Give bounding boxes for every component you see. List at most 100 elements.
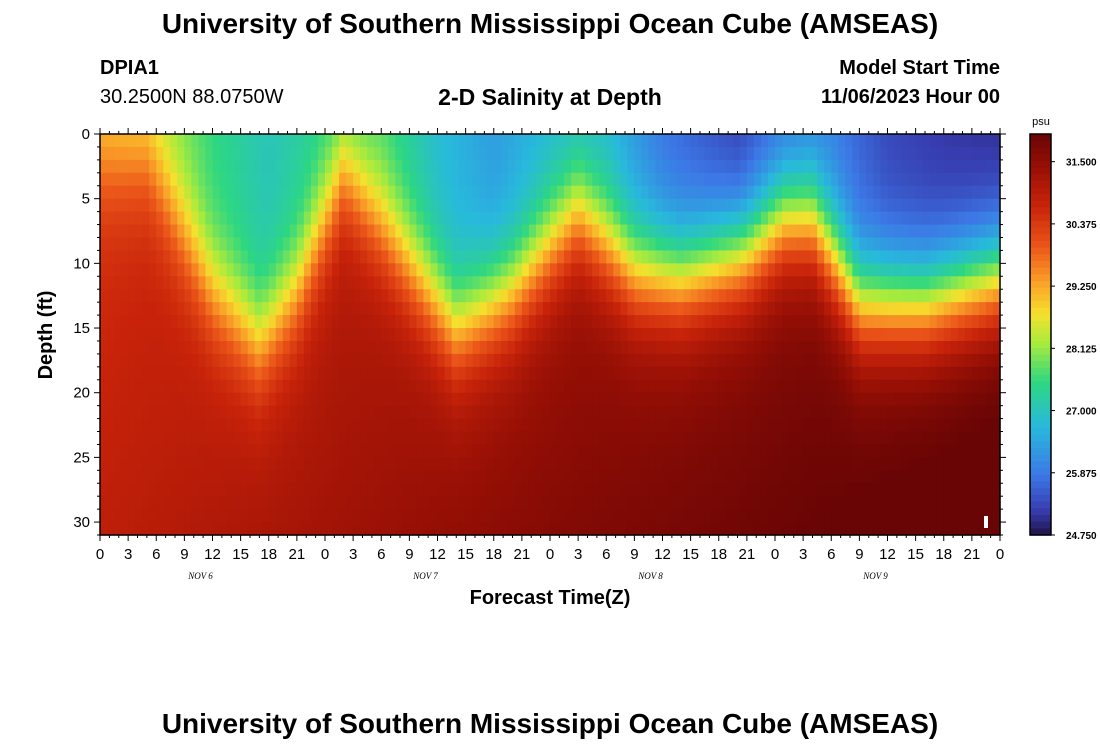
heatmap-cell	[514, 470, 523, 484]
heatmap-cell	[985, 224, 994, 239]
heatmap-cell	[831, 315, 839, 329]
heatmap-cell	[606, 134, 614, 148]
heatmap-cell	[613, 250, 621, 264]
heatmap-cell	[303, 289, 312, 303]
heatmap-cell	[247, 509, 256, 523]
heatmap-cell	[718, 340, 727, 355]
heatmap-cell	[838, 444, 846, 458]
heatmap-cell	[852, 431, 860, 446]
heatmap-cell	[803, 366, 811, 381]
heatmap-cell	[585, 340, 593, 355]
heatmap-cell	[613, 224, 621, 239]
heatmap-cell	[191, 328, 200, 342]
heatmap-cell	[894, 353, 903, 368]
heatmap-cell	[943, 340, 952, 355]
heatmap-cell	[725, 392, 734, 407]
heatmap-cell	[458, 289, 467, 303]
heatmap-cell	[613, 522, 621, 536]
heatmap-cell	[486, 379, 495, 394]
heatmap-cell	[760, 302, 769, 316]
heatmap-cell	[852, 340, 860, 355]
heatmap-cell	[360, 159, 368, 174]
heatmap-cell	[950, 457, 959, 471]
heatmap-cell	[486, 146, 495, 161]
heatmap-cell	[859, 289, 868, 303]
heatmap-cell	[824, 146, 832, 161]
heatmap-cell	[585, 496, 593, 510]
heatmap-cell	[817, 185, 825, 200]
heatmap-cell	[662, 146, 671, 161]
heatmap-cell	[163, 522, 171, 536]
heatmap-cell	[739, 405, 748, 420]
heatmap-cell	[936, 185, 945, 200]
heatmap-cell	[346, 392, 354, 407]
heatmap-cell	[985, 405, 994, 420]
heatmap-cell	[950, 134, 959, 148]
heatmap-cell	[128, 418, 136, 433]
heatmap-cell	[753, 328, 762, 342]
heatmap-cell	[739, 146, 748, 161]
heatmap-cell	[184, 366, 193, 381]
heatmap-cell	[866, 522, 875, 536]
heatmap-cell	[683, 185, 692, 200]
heatmap-cell	[789, 250, 797, 264]
heatmap-cell	[550, 211, 558, 226]
heatmap-cell	[317, 483, 326, 497]
heatmap-cell	[648, 211, 657, 226]
heatmap-cell	[219, 134, 228, 148]
heatmap-cell	[121, 405, 129, 420]
heatmap-cell	[374, 366, 382, 381]
heatmap-cell	[198, 444, 207, 458]
heatmap-cell	[578, 496, 586, 510]
heatmap-cell	[121, 496, 129, 510]
heatmap-cell	[746, 198, 755, 213]
heatmap-cell	[838, 328, 846, 342]
heatmap-cell	[191, 509, 200, 523]
heatmap-cell	[557, 340, 565, 355]
heatmap-cell	[317, 340, 326, 355]
heatmap-cell	[985, 522, 994, 536]
heatmap-cell	[564, 405, 572, 420]
heatmap-cell	[831, 328, 839, 342]
heatmap-cell	[500, 444, 509, 458]
heatmap-cell	[985, 159, 994, 174]
heatmap-cell	[205, 289, 214, 303]
heatmap-cell	[528, 328, 537, 342]
heatmap-cell	[922, 328, 931, 342]
heatmap-cell	[191, 366, 200, 381]
heatmap-cell	[810, 185, 818, 200]
heatmap-cell	[831, 172, 839, 187]
x-tick-label: 18	[485, 546, 502, 563]
heatmap-cell	[718, 418, 727, 433]
heatmap-cell	[852, 353, 860, 368]
heatmap-cell	[121, 250, 129, 264]
heatmap-cell	[430, 172, 439, 187]
heatmap-cell	[894, 276, 903, 290]
heatmap-cell	[114, 457, 122, 471]
heatmap-cell	[950, 263, 959, 277]
heatmap-cell	[261, 211, 270, 226]
heatmap-cell	[789, 159, 797, 174]
heatmap-cell	[908, 250, 917, 264]
heatmap-cell	[894, 405, 903, 420]
heatmap-cell	[191, 522, 200, 536]
colorbar-segment	[1030, 234, 1051, 242]
heatmap-cell	[992, 224, 1001, 239]
heatmap-cell	[444, 392, 453, 407]
heatmap-cell	[613, 211, 621, 226]
heatmap-cell	[156, 470, 164, 484]
heatmap-cell	[662, 444, 671, 458]
colorbar-segment	[1030, 474, 1051, 483]
heatmap-cell	[831, 470, 839, 484]
heatmap-cell	[163, 302, 171, 316]
heatmap-cell	[894, 483, 903, 497]
heatmap-cell	[711, 328, 720, 342]
heatmap-cell	[254, 211, 263, 226]
heatmap-cell	[528, 353, 537, 368]
heatmap-cell	[557, 134, 565, 148]
heatmap-cell	[957, 431, 966, 446]
heatmap-cell	[542, 431, 551, 446]
heatmap-cell	[444, 159, 453, 174]
heatmap-cell	[634, 172, 643, 187]
heatmap-cell	[296, 250, 305, 264]
